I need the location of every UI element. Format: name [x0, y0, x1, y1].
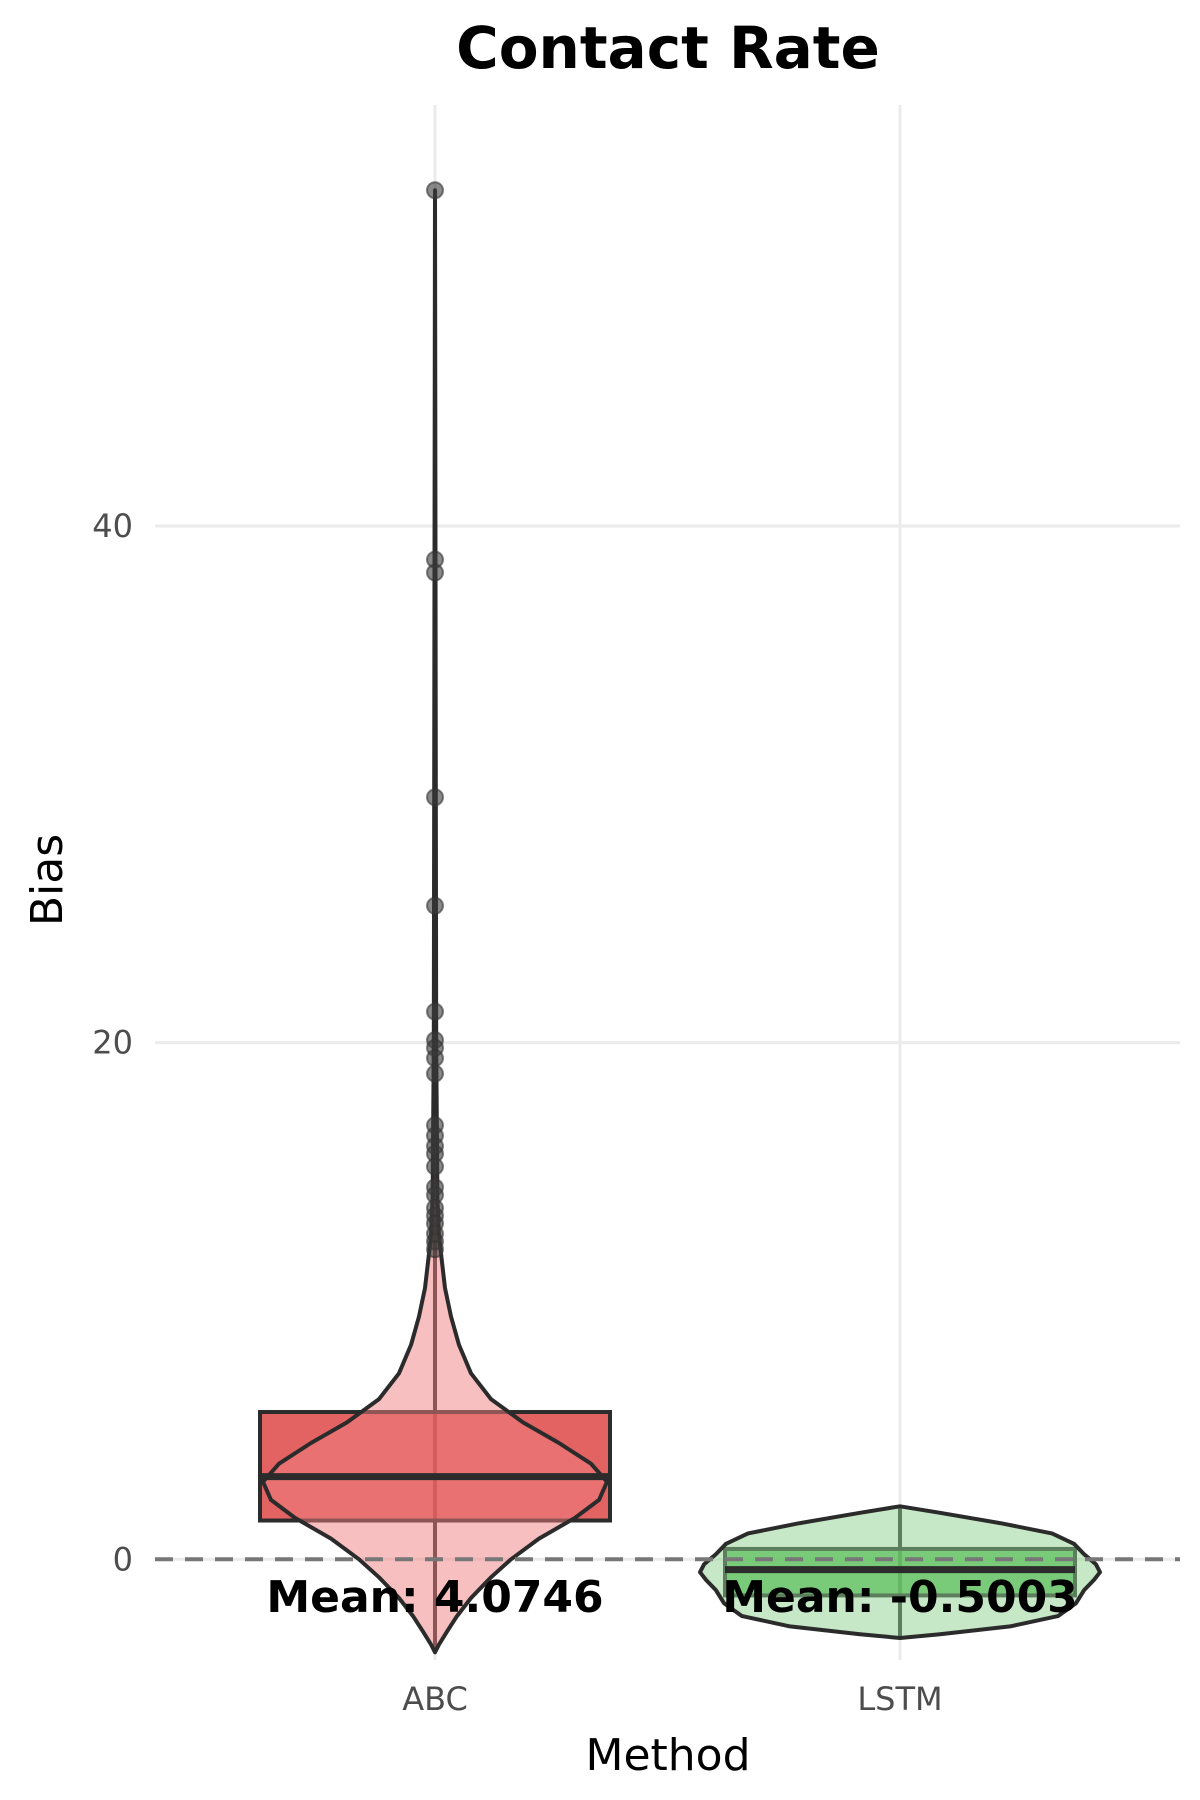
chart-title: Contact Rate	[456, 14, 880, 82]
y-axis-title: Bias	[22, 834, 73, 926]
violin-layer	[258, 181, 1102, 1655]
violin-group-lstm	[698, 1504, 1102, 1640]
label-layer: 0 20 40 ABC LSTM Mean: 4.0746 Mean: -0.5003	[92, 507, 1078, 1718]
x-axis-title: Method	[585, 1730, 750, 1781]
outlier-point	[426, 563, 444, 582]
x-tick-label: LSTM	[857, 1680, 942, 1718]
x-tick-label: ABC	[402, 1680, 468, 1718]
y-tick-label: 0	[113, 1540, 133, 1578]
outlier-point	[426, 1049, 444, 1068]
outlier-point	[426, 181, 444, 200]
outlier-point	[426, 1157, 444, 1176]
outlier-point	[426, 1240, 444, 1259]
y-tick-label: 40	[92, 507, 133, 545]
outlier-point	[426, 788, 444, 807]
mean-label-lstm: Mean: -0.5003	[722, 1572, 1078, 1623]
violin-group-abc	[258, 181, 612, 1655]
outlier-point	[426, 896, 444, 915]
outlier-point	[426, 1002, 444, 1021]
y-tick-label: 20	[92, 1024, 133, 1062]
outlier-point	[426, 1064, 444, 1083]
mean-label-abc: Mean: 4.0746	[266, 1572, 603, 1623]
